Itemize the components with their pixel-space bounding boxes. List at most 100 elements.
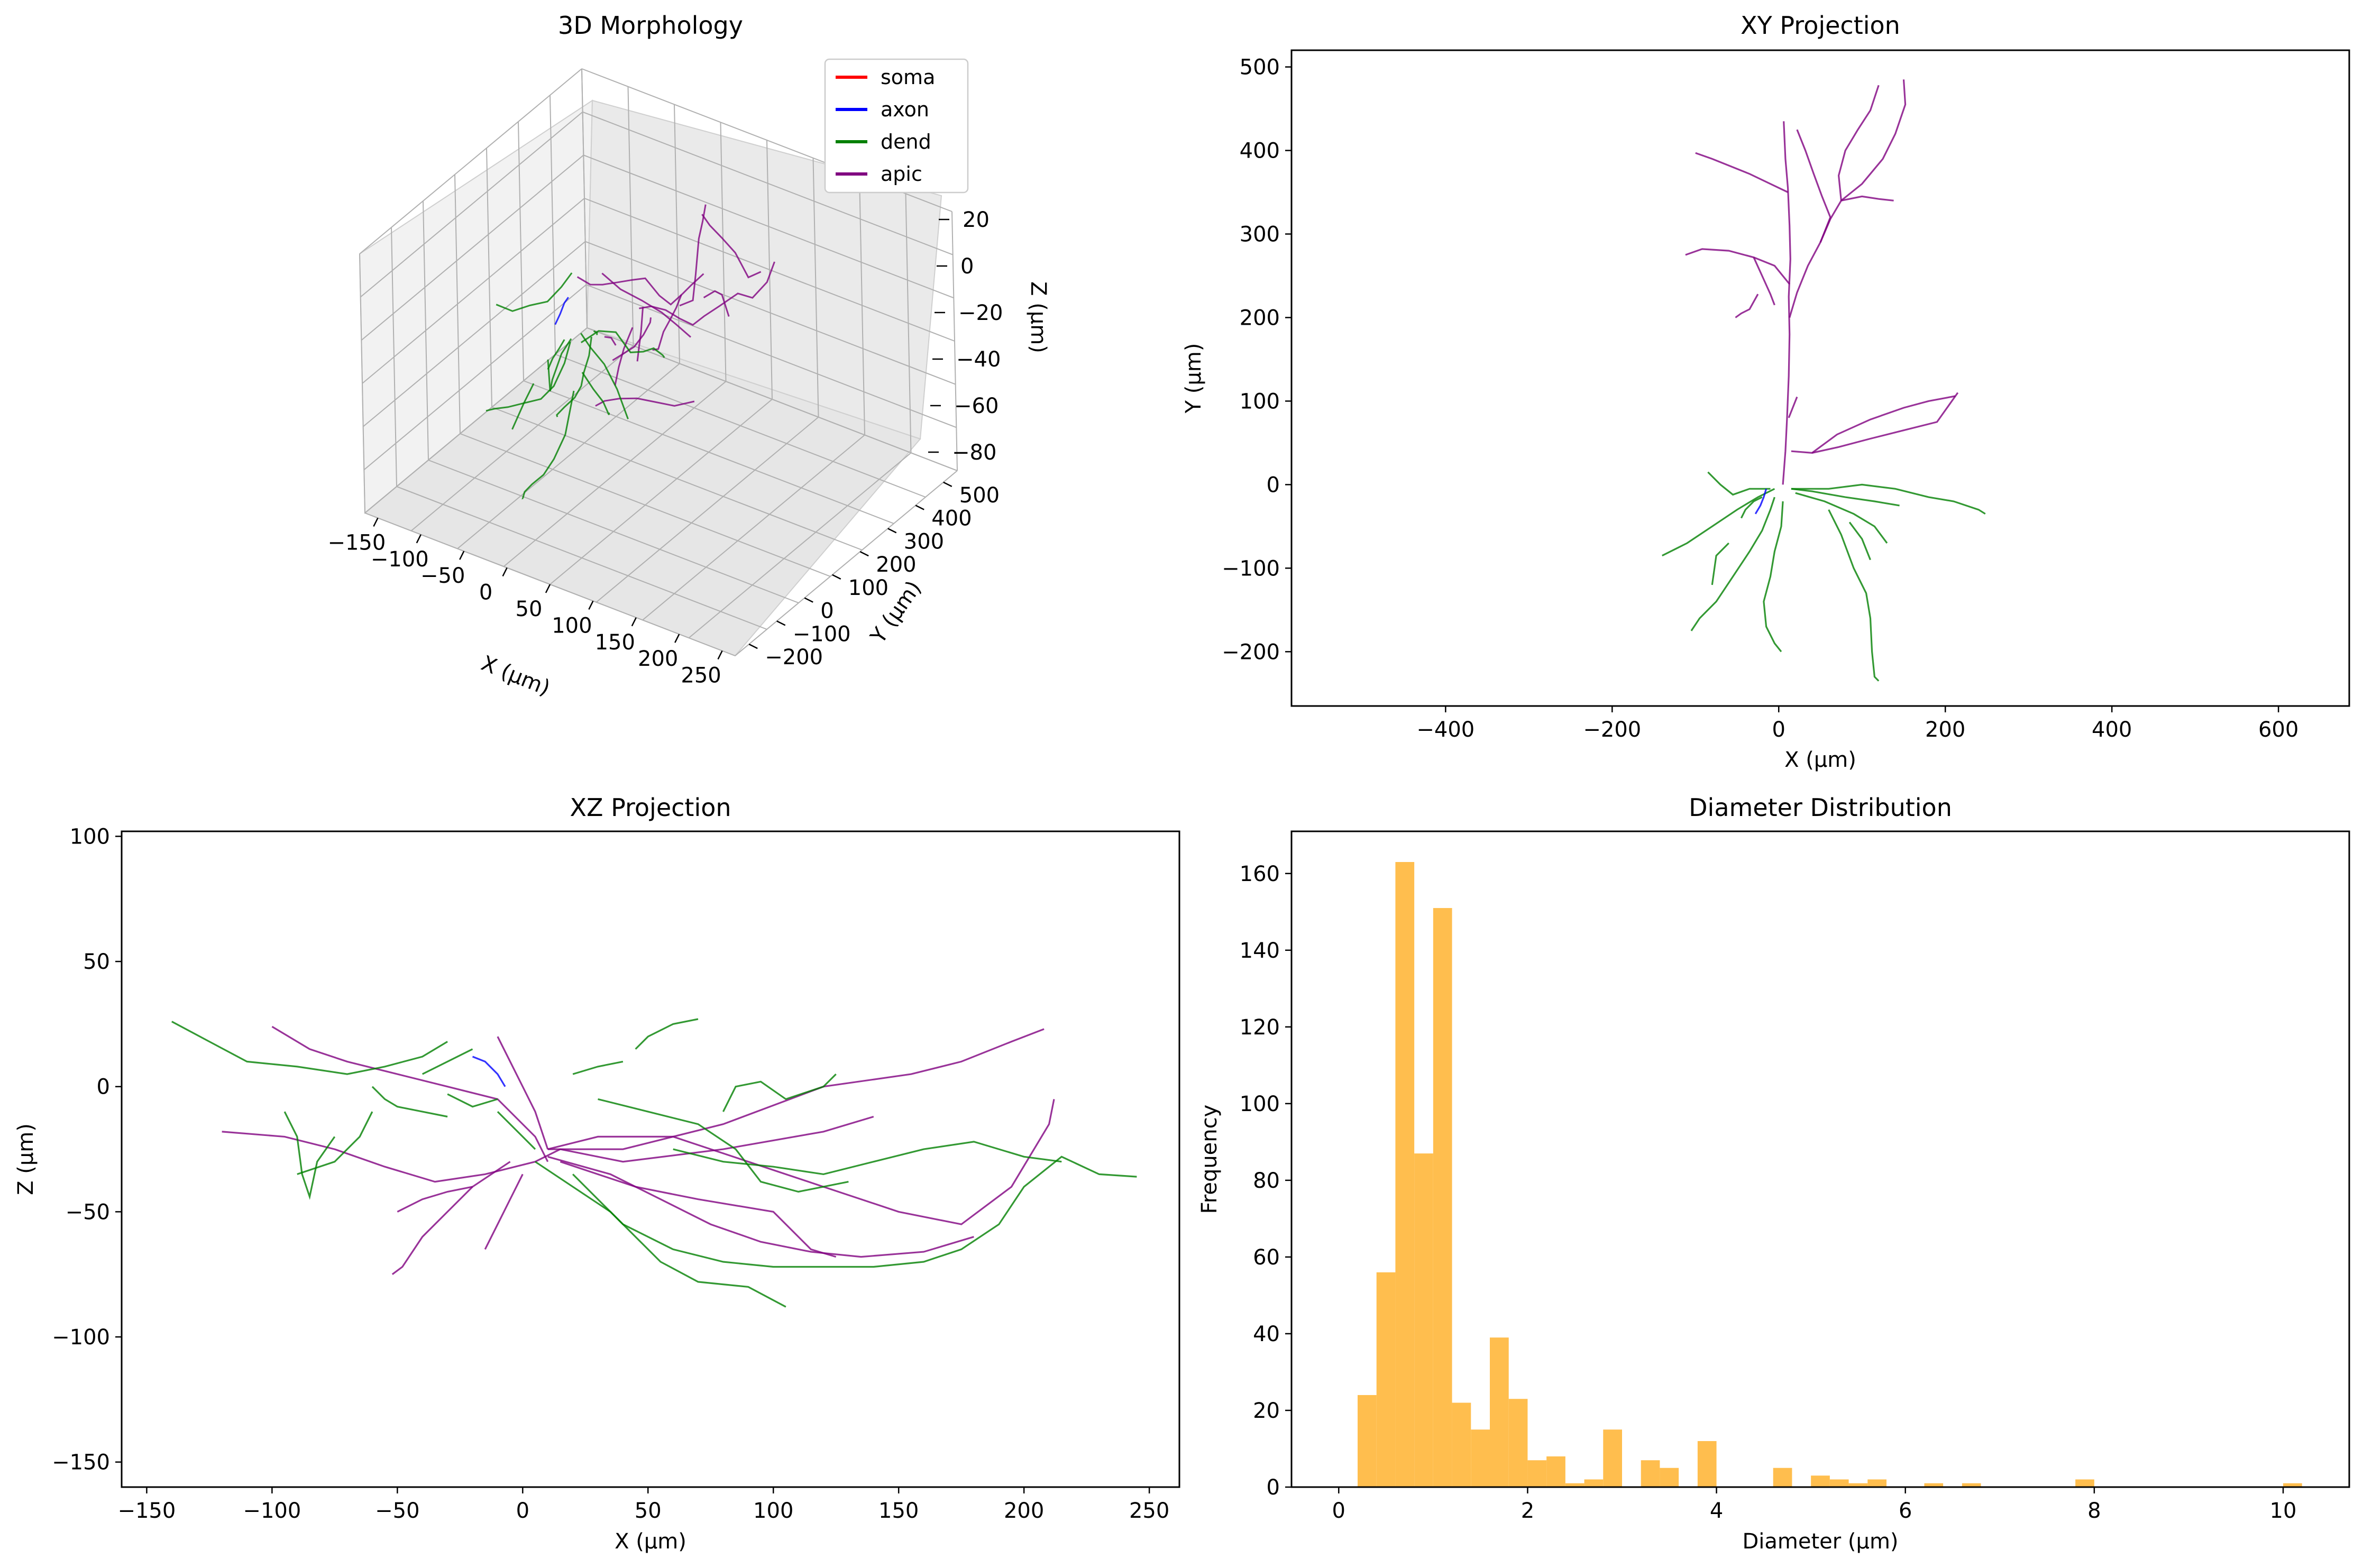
dend-branch [1662, 488, 1775, 557]
dend-branch-3d [556, 336, 592, 417]
legend-label-dend: dend [881, 130, 931, 153]
wall-gridline [361, 154, 584, 341]
floor-gridline [642, 434, 865, 621]
dend-branch-3d [496, 272, 573, 312]
y-tick-mark [859, 551, 869, 557]
dend-branch-3d [580, 333, 629, 419]
apic-branch [1753, 257, 1775, 306]
morphology-3d-title: 3D Morphology [558, 11, 743, 40]
apic-branch [397, 1186, 473, 1213]
x-tick-label: 50 [516, 597, 543, 621]
dend-branch-3d [547, 338, 572, 392]
histogram-bar [1584, 1479, 1604, 1487]
dend-branch-3d [593, 330, 598, 335]
dend-branch-3d [511, 383, 535, 430]
y-tick-label: −200 [1222, 640, 1280, 664]
x-tick-mark [631, 617, 637, 627]
wall-gridline [363, 284, 587, 471]
wall-gridline [363, 241, 586, 427]
apic-branch-3d [636, 307, 644, 362]
dend-branch [535, 1161, 786, 1308]
diameter-x-axis-label: Diameter (µm) [1742, 1529, 1898, 1554]
wall-gridline [585, 284, 957, 428]
y-tick-label: 20 [1253, 1399, 1280, 1423]
apic-branch [560, 1161, 837, 1258]
dend-branch [1828, 509, 1880, 682]
xz-x-axis-label: X (µm) [615, 1529, 686, 1554]
y-tick-label: 0 [820, 599, 834, 623]
apic-branch [1685, 248, 1790, 285]
dend-branch [1690, 497, 1775, 631]
xy-branches [1662, 79, 1986, 682]
axon-branch [472, 1056, 506, 1087]
floor-gridline [549, 399, 773, 585]
histogram-bar [2283, 1483, 2302, 1487]
y-tick-mark [943, 481, 952, 487]
y-tick-mark [776, 620, 786, 626]
y-tick-label: −50 [66, 1200, 110, 1224]
floor-gridline [457, 363, 680, 549]
3d-x-axis-label: X (µm) [478, 651, 553, 701]
y-tick-label: −150 [52, 1451, 110, 1475]
3d-morphology-branches [486, 204, 775, 500]
xy-x-axis-label: X (µm) [1784, 748, 1856, 772]
3d-gridlines [359, 68, 958, 656]
x-tick-label: 0 [516, 1499, 529, 1523]
histogram-bar [1603, 1429, 1622, 1487]
apic-branch [1735, 294, 1759, 318]
histogram-bar [1829, 1479, 1849, 1487]
y-tick-label: 100 [1240, 389, 1280, 414]
histogram-bars [1358, 862, 2302, 1487]
x-tick-label: 250 [681, 664, 721, 688]
x-tick-mark [416, 534, 422, 544]
dend-branch-3d [580, 330, 665, 358]
y-tick-label: 200 [1240, 306, 1280, 330]
3d-z-tick-labels: 20 0 −20 −40 −60 −80 [928, 208, 1003, 465]
y-tick-label: 40 [1253, 1322, 1280, 1346]
x-tick-label: 200 [638, 647, 678, 671]
y-tick-mark [832, 574, 841, 580]
diameter-plot-frame [1290, 830, 2350, 1488]
x-tick-label: 0 [479, 581, 492, 605]
apic-branch-3d [576, 273, 704, 306]
apic-branch [222, 1115, 874, 1183]
x-tick-label: −100 [243, 1499, 301, 1523]
histogram-bar [1811, 1475, 1830, 1487]
y-tick-label: −200 [765, 645, 823, 670]
y-tick-label: 120 [1240, 1015, 1280, 1040]
x-tick-label: 6 [1899, 1499, 1912, 1523]
apic-branch [391, 1161, 511, 1275]
x-tick-mark [588, 600, 594, 610]
diameter-y-axis-label: Frequency [1197, 1105, 1222, 1214]
dend-branch [572, 1156, 1137, 1268]
histogram-bar [1773, 1468, 1792, 1487]
y-tick-label: 400 [931, 507, 972, 531]
y-tick-mark [887, 528, 897, 534]
y-tick-label: 60 [1253, 1245, 1280, 1270]
wall-gridline [582, 111, 954, 255]
y-tick-label: 500 [959, 483, 1000, 508]
legend-label-axon: axon [881, 98, 929, 121]
floor-gridline [735, 470, 958, 656]
dend-branch [297, 1111, 373, 1175]
x-tick-label: −400 [1416, 718, 1474, 742]
apic-branch [271, 1025, 549, 1162]
apic-branch [1837, 85, 1880, 201]
histogram-bar [1641, 1460, 1660, 1487]
apic-branch [547, 1099, 1055, 1225]
dend-branch-3d [547, 339, 565, 370]
floor-gridline [428, 460, 799, 603]
wall-gridline [585, 241, 956, 385]
wall-gridline [583, 154, 954, 299]
y-tick-label: 140 [1240, 939, 1280, 963]
dend-branch [497, 1111, 536, 1150]
wall-gridline [364, 327, 588, 514]
histogram-bar [1848, 1483, 1868, 1487]
xz-branches [171, 1018, 1137, 1308]
y-tick-label: 200 [876, 553, 916, 577]
dend-branch [673, 1141, 1062, 1176]
y-tick-label: −100 [52, 1325, 110, 1350]
z-tick-label: −40 [956, 347, 1001, 372]
apic-branch [1811, 395, 1956, 454]
